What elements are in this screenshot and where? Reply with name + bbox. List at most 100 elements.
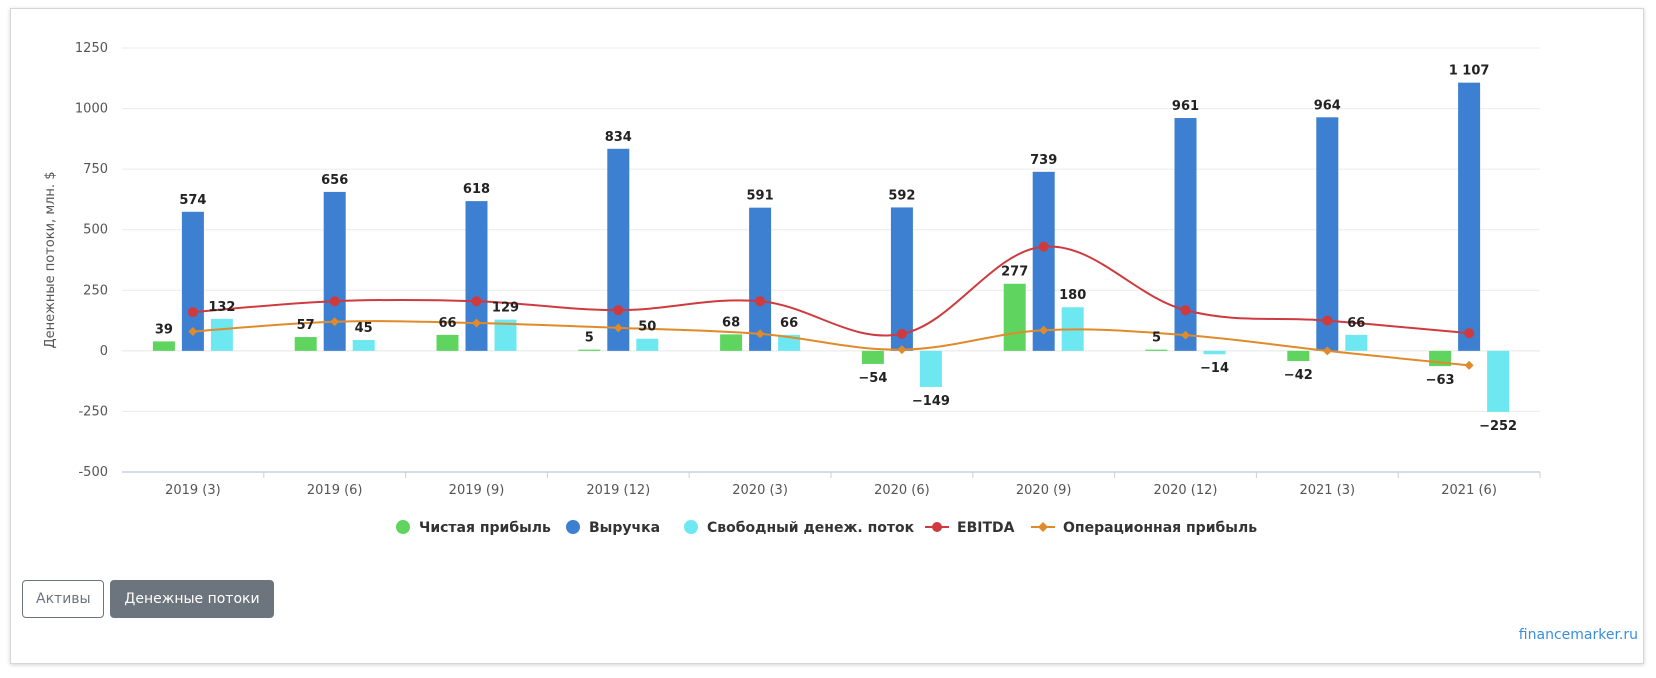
ebitda-point (187, 307, 198, 318)
x-tick-label: 2020 (6) (874, 483, 930, 498)
data-label: 132 (208, 300, 235, 315)
legend-item-3[interactable]: EBITDA (925, 520, 1015, 536)
data-label: 5 (585, 331, 594, 346)
assets-button[interactable]: Активы (22, 580, 104, 618)
bar-0-2 (436, 334, 459, 351)
data-label: 66 (438, 316, 456, 331)
legend-dot-icon (566, 520, 580, 534)
bar-0-3 (578, 349, 601, 351)
legend-label: Свободный денеж. поток (707, 520, 915, 536)
x-tick-label: 2019 (9) (449, 483, 505, 498)
bar-0-6 (1003, 283, 1026, 351)
legend-marker-icon (1038, 522, 1048, 532)
axes: -500 -250 0 250 500 750 1000 1250 Денежные поток… (43, 41, 1541, 498)
legend-label: Выручка (589, 520, 660, 536)
op-profit-point (1039, 325, 1049, 335)
bar-1-0 (181, 211, 204, 351)
data-label: 39 (155, 322, 173, 337)
data-label: −14 (1200, 361, 1229, 376)
bar-0-5 (861, 350, 884, 364)
legend-label: Операционная прибыль (1063, 520, 1257, 536)
ebitda-point (1464, 328, 1475, 339)
bar-1-5 (890, 207, 913, 351)
data-label: 66 (780, 316, 798, 331)
data-label: 129 (492, 301, 519, 316)
data-label: 66 (1347, 316, 1365, 331)
legend-item-2[interactable]: Свободный денеж. поток (684, 520, 915, 536)
data-label: 50 (638, 320, 656, 335)
credit-link[interactable]: financemarker.ru (1518, 627, 1638, 643)
legend-dot-icon (396, 520, 410, 534)
bar-2-0 (210, 318, 233, 351)
y-tick-label: 250 (83, 283, 108, 298)
legend-item-1[interactable]: Выручка (566, 520, 660, 536)
bar-2-7 (1203, 350, 1226, 355)
data-label: 180 (1059, 288, 1086, 303)
data-label: 961 (1172, 99, 1199, 114)
op-profit-point (1464, 360, 1474, 370)
bar-2-5 (919, 350, 942, 387)
ebitda-point (1180, 305, 1191, 316)
bar-0-0 (152, 341, 175, 351)
line-1 (192, 320, 1470, 367)
bar-2-8 (1345, 334, 1368, 351)
y-axis-title: Денежные потоки, млн. $ (43, 172, 58, 349)
data-label: −252 (1479, 419, 1517, 434)
data-label: −54 (858, 371, 887, 386)
y-tick-label: 0 (100, 344, 108, 359)
data-label: 1 107 (1449, 64, 1490, 79)
bar-1-7 (1174, 118, 1197, 351)
x-tick-label: 2020 (9) (1016, 483, 1072, 498)
data-label: 964 (1314, 98, 1341, 113)
bar-1-6 (1032, 171, 1055, 351)
y-tick-label: 750 (83, 162, 108, 177)
data-label: 5 (1152, 331, 1161, 346)
data-label: 618 (463, 182, 490, 197)
legend-dot-icon (684, 520, 698, 534)
bar-2-3 (636, 338, 659, 351)
bar-1-3 (607, 148, 630, 351)
bar-1-8 (1316, 117, 1339, 351)
x-tick-label: 2020 (12) (1154, 483, 1218, 498)
chart-card (10, 8, 1644, 664)
op-profit-point (1181, 330, 1190, 340)
legend-item-4[interactable]: Операционная прибыль (1031, 520, 1257, 536)
x-tick-label: 2021 (6) (1441, 483, 1497, 498)
data-label: 57 (297, 318, 315, 333)
bar-1-4 (749, 207, 772, 351)
y-tick-label: -500 (78, 465, 108, 480)
ebitda-point (613, 305, 624, 316)
bar-1-9 (1458, 82, 1481, 351)
data-label: 592 (888, 188, 915, 203)
cashflows-button[interactable]: Денежные потоки (110, 580, 274, 618)
bar-2-9 (1487, 350, 1510, 412)
legend-label: Чистая прибыль (419, 520, 551, 536)
bars (152, 82, 1510, 412)
data-label: 656 (321, 173, 348, 188)
y-tick-label: -250 (78, 404, 108, 419)
data-label: 68 (722, 315, 740, 330)
ebitda-point (329, 296, 340, 307)
x-tick-label: 2019 (3) (165, 483, 221, 498)
op-profit-point (1322, 346, 1332, 356)
y-tick-label: 1250 (75, 41, 108, 56)
y-tick-label: 500 (83, 223, 108, 238)
legend-item-0[interactable]: Чистая прибыль (396, 520, 551, 536)
bar-2-1 (352, 339, 375, 351)
ebitda-point (896, 328, 907, 339)
op-profit-point (613, 323, 623, 333)
data-label: 277 (1001, 265, 1028, 280)
series-lines (187, 241, 1475, 370)
bar-0-4 (720, 334, 743, 351)
data-label: −63 (1426, 373, 1455, 388)
data-label: −42 (1284, 368, 1313, 383)
data-labels: 39 57 66 5 68 −54 277 5 −42 −63 574 656 618 834 591 592… (155, 64, 1517, 434)
bar-0-7 (1145, 349, 1168, 351)
data-label: 739 (1030, 153, 1057, 168)
op-profit-point (897, 345, 907, 355)
op-profit-point (330, 317, 340, 327)
op-profit-point (188, 326, 198, 336)
ebitda-point (1038, 241, 1049, 252)
op-profit-point (472, 318, 481, 328)
